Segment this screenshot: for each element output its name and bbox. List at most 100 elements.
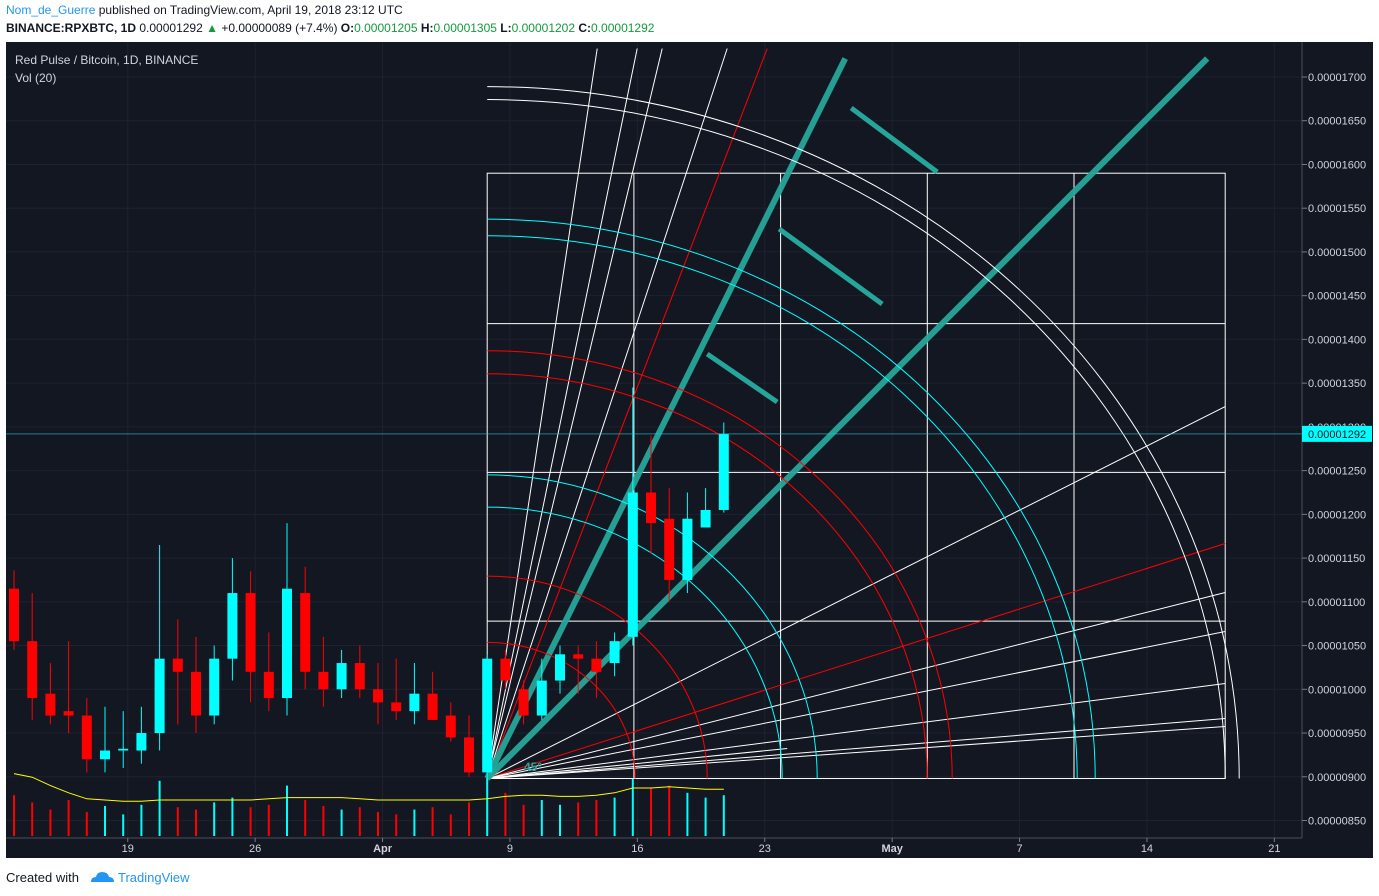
gann-arc [487,575,708,779]
ohlc-line: BINANCE:RPXBTC, 1D 0.00001292 ▲ +0.00000… [6,21,654,35]
candle-body [718,433,729,510]
candle-body [427,693,438,720]
candle-body [209,658,220,716]
gann-teal-segment [777,226,884,307]
gann-arc [487,373,928,779]
gann-1x2-ray [484,57,848,780]
candle-body [518,689,529,716]
candle-body [191,671,201,716]
volume-bar [468,802,470,836]
publish-line: Nom_de_Guerre published on TradingView.c… [6,3,403,17]
price-tick-label: 0.00001650 [1308,116,1366,128]
price-tick-label: 0.00001500 [1308,247,1366,259]
price-tick-label: 0.00001000 [1308,684,1366,696]
close-value: 0.00001292 [591,21,655,35]
time-tick-label: 23 [759,843,771,855]
low-value: 0.00001202 [511,21,576,35]
chart-background [6,42,1373,858]
volume-bar [322,806,325,836]
candle-body [536,680,547,716]
time-tick-label: 21 [1268,843,1280,855]
created-with-text: Created with [6,870,79,885]
gann-1x1-ray [485,56,1210,781]
volume-bar [540,800,543,836]
price-tick-label: 0.00000900 [1308,772,1366,784]
price-tick-label: 0.00001150 [1308,553,1365,565]
volume-bar [231,797,234,836]
time-tick-label: 26 [249,843,261,855]
price-axis[interactable]: 0.00001700 0.00001650 0.00001600 0.00001550… [1301,42,1372,838]
gann-fan-ray [487,543,1226,779]
gann-fan[interactable] [484,48,1240,781]
gann-arc [487,235,1078,779]
volume-bar [67,800,70,836]
tradingview-brand[interactable]: TradingView [118,870,190,885]
candle-body [409,693,420,712]
gann-arc [487,86,1240,779]
candle-body [391,702,402,712]
candle-body [591,658,602,672]
price-tick-label: 0.00001600 [1308,159,1366,171]
candle-body [100,750,110,760]
time-tick-label: 7 [1016,843,1022,855]
time-tick-label: May [881,843,903,855]
candle-body [445,715,456,738]
last-price-badge [1302,425,1372,442]
gann-arc [487,218,1096,779]
gann-fan-ray [486,48,768,779]
volume-bar [358,807,361,836]
price-tick-label: 0.00001550 [1308,203,1366,215]
price-tick-label: 0.00001700 [1308,72,1366,84]
volume-bar [395,814,398,836]
high-value: 0.00001305 [433,21,497,35]
gann-fan-ray [486,48,638,779]
candle-body [282,588,292,699]
candle-body [555,654,565,681]
change-value: +0.00000089 (+7.4%) [221,21,338,35]
volume-bar [267,804,270,836]
volume-bar [650,788,652,836]
author-link[interactable]: Nom_de_Guerre [6,3,96,17]
volume-bar [704,797,707,836]
price-tick-label: 0.00001200 [1308,509,1366,521]
last-price: 0.00001292 [139,21,203,35]
volume-bar [249,807,252,836]
gann-arc [487,641,636,779]
volume-bars [13,773,725,836]
gann-fan-ray [487,592,1226,780]
volume-bar [486,778,489,836]
time-axis[interactable]: 19 26 Apr 9 16 23 May 7 14 21 [6,837,1302,855]
candle-body [118,748,129,751]
gann-fan-ray [486,48,728,779]
price-tick-label: 0.00001400 [1308,334,1366,346]
chart-panel[interactable]: 0.00001700 0.00001650 0.00001600 0.00001550… [6,42,1373,858]
gann-fan-ray [487,683,1226,780]
volume-bar [85,812,88,836]
candle-body [45,693,56,716]
price-chart[interactable]: 0.00001700 0.00001650 0.00001600 0.00001550… [6,42,1373,858]
gann-fan-ray [487,726,1226,780]
volume-bar [686,792,689,836]
price-tick-label: 0.00001250 [1308,466,1366,478]
candle-body [682,518,693,580]
volume-bar [286,785,288,836]
open-value: 0.00001205 [354,21,418,35]
time-tick-label: 14 [1141,843,1153,855]
candle-body [500,658,511,681]
candle-body [646,492,656,524]
symbol-label: BINANCE:RPXBTC, 1D [6,21,137,35]
candle-body [154,658,165,734]
price-tick-label: 0.00001350 [1308,378,1366,390]
volume-bar [340,809,343,836]
time-tick-label: 16 [631,843,643,855]
volume-bar [613,797,616,836]
gann-arc [487,474,818,779]
volume-bar [631,778,634,836]
volume-bar [722,795,725,836]
footer: Created with TradingView [6,870,190,885]
candle-body [573,654,584,659]
up-arrow-icon: ▲ [206,21,218,35]
candle-body [245,593,256,672]
price-tick-label: 0.00000850 [1308,816,1366,828]
time-tick-label: 9 [507,843,513,855]
